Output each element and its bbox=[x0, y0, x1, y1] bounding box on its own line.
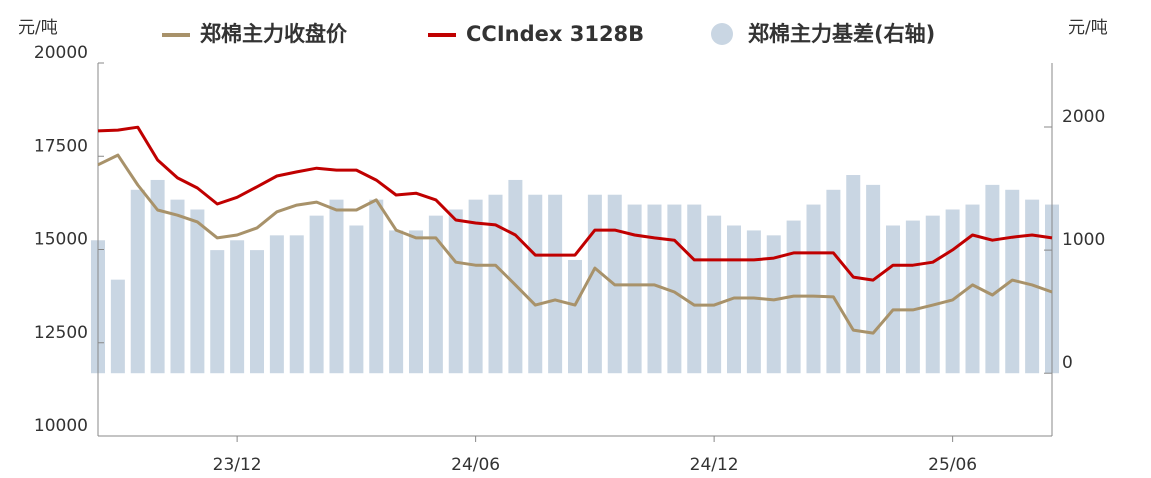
bar bbox=[766, 235, 781, 374]
bar bbox=[846, 175, 861, 374]
bar bbox=[488, 194, 503, 374]
y-unit: 元/吨 bbox=[18, 18, 58, 38]
y2-tick-label: 2000 bbox=[1062, 107, 1105, 127]
bar bbox=[746, 230, 761, 374]
bar bbox=[945, 209, 960, 374]
bar bbox=[428, 215, 443, 374]
bar bbox=[687, 204, 702, 374]
legend-label: 郑棉主力基差(右轴) bbox=[748, 22, 935, 46]
bar bbox=[369, 199, 384, 374]
legend-item: 郑棉主力收盘价 bbox=[162, 22, 348, 46]
bar bbox=[707, 215, 722, 374]
bar bbox=[886, 225, 900, 374]
x-tick-label: 24/12 bbox=[690, 455, 739, 475]
bar bbox=[548, 194, 563, 374]
bar bbox=[210, 250, 225, 374]
bar bbox=[587, 194, 602, 374]
x-tick-label: 24/06 bbox=[451, 455, 500, 475]
bar bbox=[925, 215, 940, 374]
bar bbox=[508, 179, 523, 374]
x-tick-label: 23/12 bbox=[213, 455, 262, 475]
bar bbox=[409, 230, 423, 374]
bar bbox=[468, 199, 483, 374]
y-tick-label: 12500 bbox=[34, 323, 88, 343]
bar bbox=[269, 235, 284, 374]
bar bbox=[826, 189, 841, 374]
bar bbox=[448, 209, 463, 374]
bar bbox=[250, 250, 264, 374]
bar bbox=[130, 189, 145, 374]
bar bbox=[289, 235, 304, 374]
y-tick-label: 15000 bbox=[34, 230, 88, 250]
legend-item: CCIndex 3128B bbox=[428, 22, 644, 46]
legend-item: 郑棉主力基差(右轴) bbox=[711, 22, 935, 46]
y-tick-label: 17500 bbox=[34, 136, 88, 156]
bar bbox=[110, 279, 125, 374]
bar bbox=[309, 215, 324, 374]
bar bbox=[568, 259, 582, 374]
y2-unit: 元/吨 bbox=[1068, 18, 1108, 38]
bar bbox=[329, 199, 344, 374]
bar bbox=[170, 199, 185, 374]
bar bbox=[985, 184, 1000, 374]
bar bbox=[230, 240, 245, 374]
legend-label: CCIndex 3128B bbox=[466, 22, 644, 46]
y2-tick-label: 0 bbox=[1062, 353, 1073, 373]
x-tick-label: 25/06 bbox=[928, 455, 977, 475]
line bbox=[97, 153, 1053, 335]
legend-label: 郑棉主力收盘价 bbox=[200, 22, 348, 46]
legend-swatch bbox=[711, 23, 733, 45]
y2-tick-label: 1000 bbox=[1062, 230, 1105, 250]
bar bbox=[806, 204, 821, 374]
bar bbox=[667, 204, 682, 374]
bar bbox=[627, 204, 642, 374]
bar bbox=[528, 194, 543, 374]
y-tick-label: 20000 bbox=[34, 43, 88, 63]
bar bbox=[349, 225, 364, 374]
line bbox=[97, 125, 1053, 282]
bar bbox=[965, 204, 980, 374]
bar bbox=[905, 220, 920, 374]
bar bbox=[647, 204, 662, 374]
y-tick-label: 10000 bbox=[34, 416, 88, 436]
bar bbox=[150, 179, 165, 374]
bar bbox=[190, 209, 205, 374]
bar bbox=[389, 230, 404, 374]
